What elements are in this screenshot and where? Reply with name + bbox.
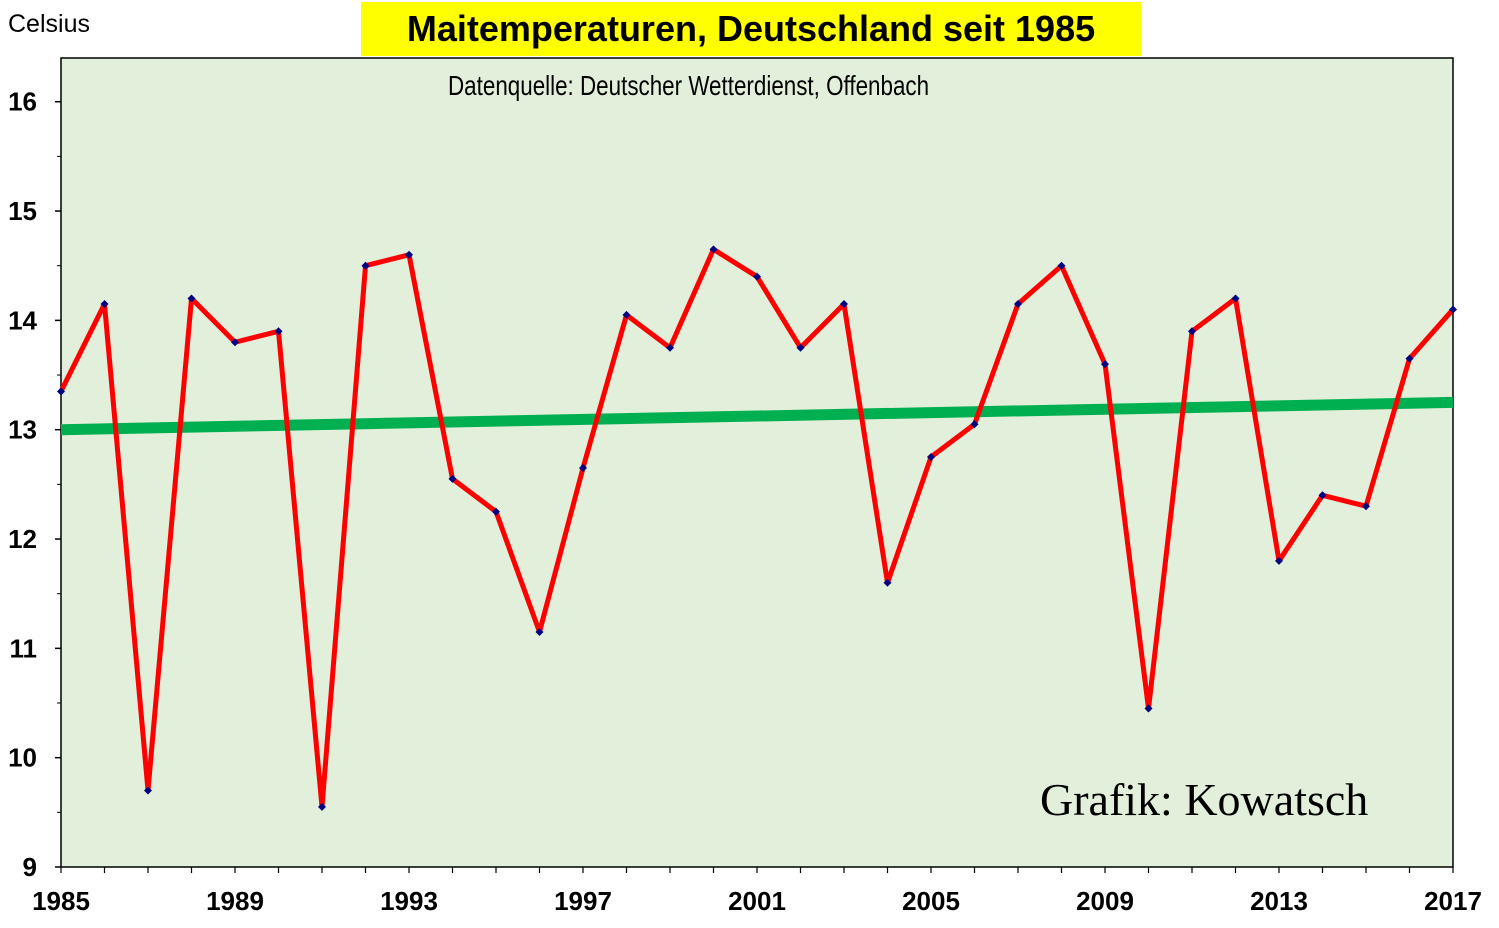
data-point xyxy=(144,786,152,795)
x-tick-label: 2017 xyxy=(1424,886,1482,916)
x-tick-label: 2005 xyxy=(902,886,960,916)
data-point xyxy=(1405,354,1414,363)
data-point xyxy=(405,250,413,259)
data-point xyxy=(57,387,65,396)
data-point xyxy=(492,507,500,516)
x-tick-label: 1997 xyxy=(554,886,612,916)
data-point xyxy=(187,294,196,303)
x-tick-label: 2001 xyxy=(728,886,786,916)
data-point xyxy=(274,327,283,336)
y-tick-label: 11 xyxy=(10,633,38,663)
data-point xyxy=(753,272,761,281)
y-axis-label: Celsius xyxy=(8,10,90,38)
data-point xyxy=(796,343,805,352)
data-point xyxy=(100,299,109,308)
data-point xyxy=(622,310,631,319)
data-point xyxy=(840,299,848,308)
x-tick-label: 1989 xyxy=(206,886,264,916)
data-point xyxy=(1275,556,1283,565)
trend-line xyxy=(60,396,1454,436)
data-point xyxy=(318,802,326,811)
data-point xyxy=(231,338,239,347)
y-tick-label: 16 xyxy=(8,87,37,117)
data-point xyxy=(1318,491,1327,500)
x-tick-label: 2013 xyxy=(1250,886,1308,916)
chart-subtitle: Datenquelle: Deutscher Wetterdienst, Off… xyxy=(448,70,930,101)
x-tick-label: 2009 xyxy=(1076,886,1134,916)
x-tick-label: 1993 xyxy=(380,886,438,916)
data-point xyxy=(448,474,457,483)
data-point xyxy=(1101,360,1109,369)
plot-area xyxy=(60,57,1454,868)
data-point xyxy=(1362,502,1370,511)
data-point xyxy=(1188,327,1196,336)
data-point xyxy=(1449,305,1457,314)
chart-credit: Grafik: Kowatsch xyxy=(1040,774,1369,825)
data-point xyxy=(1014,299,1022,308)
y-tick-label: 14 xyxy=(8,305,37,335)
y-tick-label: 9 xyxy=(23,852,37,882)
chart-title: Maitemperaturen, Deutschland seit 1985 xyxy=(361,2,1141,56)
data-point xyxy=(579,463,587,472)
data-point xyxy=(535,627,544,636)
x-tick-label: 1985 xyxy=(32,886,90,916)
y-tick-label: 15 xyxy=(8,196,37,226)
data-point xyxy=(709,245,718,254)
data-point xyxy=(970,420,979,429)
data-point xyxy=(361,261,370,270)
data-point xyxy=(666,343,674,352)
y-tick-label: 12 xyxy=(8,524,37,554)
y-tick-label: 13 xyxy=(8,415,37,445)
y-tick-label: 10 xyxy=(8,743,37,773)
data-point xyxy=(927,453,935,462)
data-point xyxy=(1144,704,1153,713)
data-point xyxy=(883,578,892,587)
data-point xyxy=(1057,261,1066,270)
data-point xyxy=(1231,294,1240,303)
